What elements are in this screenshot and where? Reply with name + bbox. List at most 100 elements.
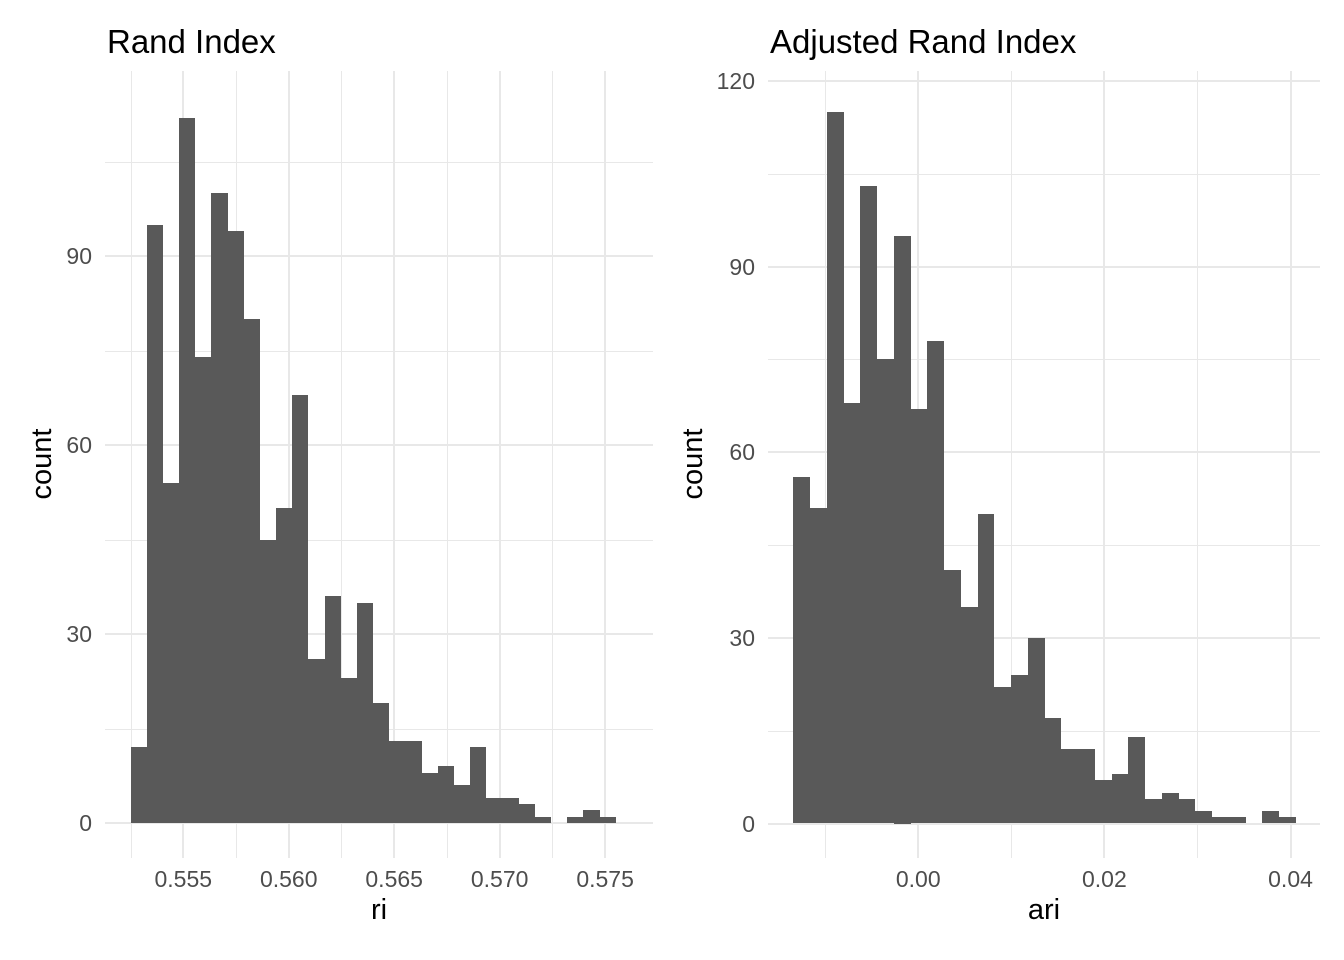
histogram-bar [827,111,844,824]
h-gridline-minor [105,161,653,163]
x-tick-label: 0.560 [259,866,318,892]
histogram-bar [535,816,551,823]
y-tick-label: 0 [742,810,755,837]
histogram-bar [1162,792,1179,824]
histogram-bar [1229,817,1246,824]
x-axis-title-ari: ari [1027,894,1061,926]
histogram-bar [793,476,810,824]
h-gridline-minor [105,350,653,352]
histogram-bar [486,797,502,823]
histogram-bar [519,804,535,823]
v-gridline-major [499,71,501,858]
y-tick-label: 90 [729,253,755,280]
y-tick-label: 90 [66,243,92,270]
v-gridline-major [604,71,606,858]
h-gridline-major [105,255,653,257]
histogram-bar [927,340,944,824]
histogram-bar [228,230,244,823]
histogram-bar [994,687,1011,824]
panel-rand-index [105,71,653,858]
histogram-bar [389,741,405,823]
x-tick-label: 0.570 [470,866,529,892]
histogram-bar [1279,817,1296,824]
histogram-bar [470,747,486,823]
v-gridline-major [1103,71,1105,858]
v-gridline-minor [130,71,132,858]
h-gridline-major [105,822,653,824]
histogram-bar [292,394,308,823]
histogram-bar [810,507,827,824]
y-tick-label: 30 [729,624,755,651]
h-gridline-major [768,823,1320,825]
histogram-bar [1011,674,1028,824]
y-axis-title-count-left: count [26,428,58,500]
x-tick-label: 0.555 [154,866,213,892]
histogram-bar [179,117,195,823]
plot-title-adjusted-rand-index: Adjusted Rand Index [770,23,1077,60]
histogram-bar [260,539,276,823]
histogram-bar [502,797,519,823]
histogram-bar [877,359,894,824]
y-tick-label: 60 [66,432,92,459]
histogram-bar [147,224,163,823]
histogram-bar [944,569,961,824]
histogram-bar [405,741,422,823]
x-axis-title-ri: ri [370,894,388,926]
histogram-bar [1028,637,1045,824]
v-gridline-minor [1196,71,1198,858]
histogram-bar [583,810,600,823]
histogram-bar [1078,749,1095,824]
h-gridline-minor [768,544,1320,546]
v-gridline-minor [551,71,553,858]
h-gridline-major [105,444,653,446]
histogram-bar [961,606,978,824]
v-gridline-major [288,71,290,858]
histogram-bar [163,482,179,823]
histogram-bar [131,747,147,823]
histogram-bar [454,785,470,823]
v-gridline-minor [340,71,342,858]
histogram-bar [422,772,438,823]
histogram-bar [844,402,860,824]
histogram-bar [325,596,341,823]
histogram-bar [1212,817,1229,824]
panel-adjusted-rand-index [768,71,1320,858]
histogram-bar [1045,718,1061,824]
h-gridline-major [768,451,1320,453]
histogram-bar [373,703,389,823]
histogram-bar [1262,811,1279,824]
histogram-bar [1112,773,1128,824]
v-gridline-major [1290,71,1292,858]
histogram-bar [978,514,994,824]
histogram-bar [911,408,927,824]
histogram-bar [1195,811,1212,824]
histogram-bar [1145,798,1162,824]
histogram-bar [211,193,228,823]
histogram-bar [894,235,911,824]
histogram-bar [341,678,357,823]
y-tick-label: 60 [729,439,755,466]
x-tick-label: 0.02 [1082,866,1127,892]
histogram-bar [860,186,877,824]
h-gridline-major [105,633,653,635]
y-tick-label: 0 [79,810,92,836]
h-gridline-minor [768,358,1320,360]
histogram-bar [276,508,292,823]
histogram-bar [1128,736,1145,824]
histogram-bar [244,319,260,823]
h-gridline-minor [768,173,1320,175]
y-tick-label: 30 [66,621,92,648]
histogram-bar [600,816,616,823]
v-gridline-minor [824,71,826,858]
v-gridline-major [393,71,395,858]
histogram-bar [1179,798,1195,824]
histogram-bar [567,816,583,823]
h-gridline-major [768,266,1320,268]
histogram-bar [438,766,454,823]
y-tick-label: 120 [716,67,755,94]
histogram-bar [195,356,211,823]
histogram-bar [357,602,373,823]
h-gridline-minor [105,539,653,541]
x-tick-label: 0.565 [365,866,423,892]
